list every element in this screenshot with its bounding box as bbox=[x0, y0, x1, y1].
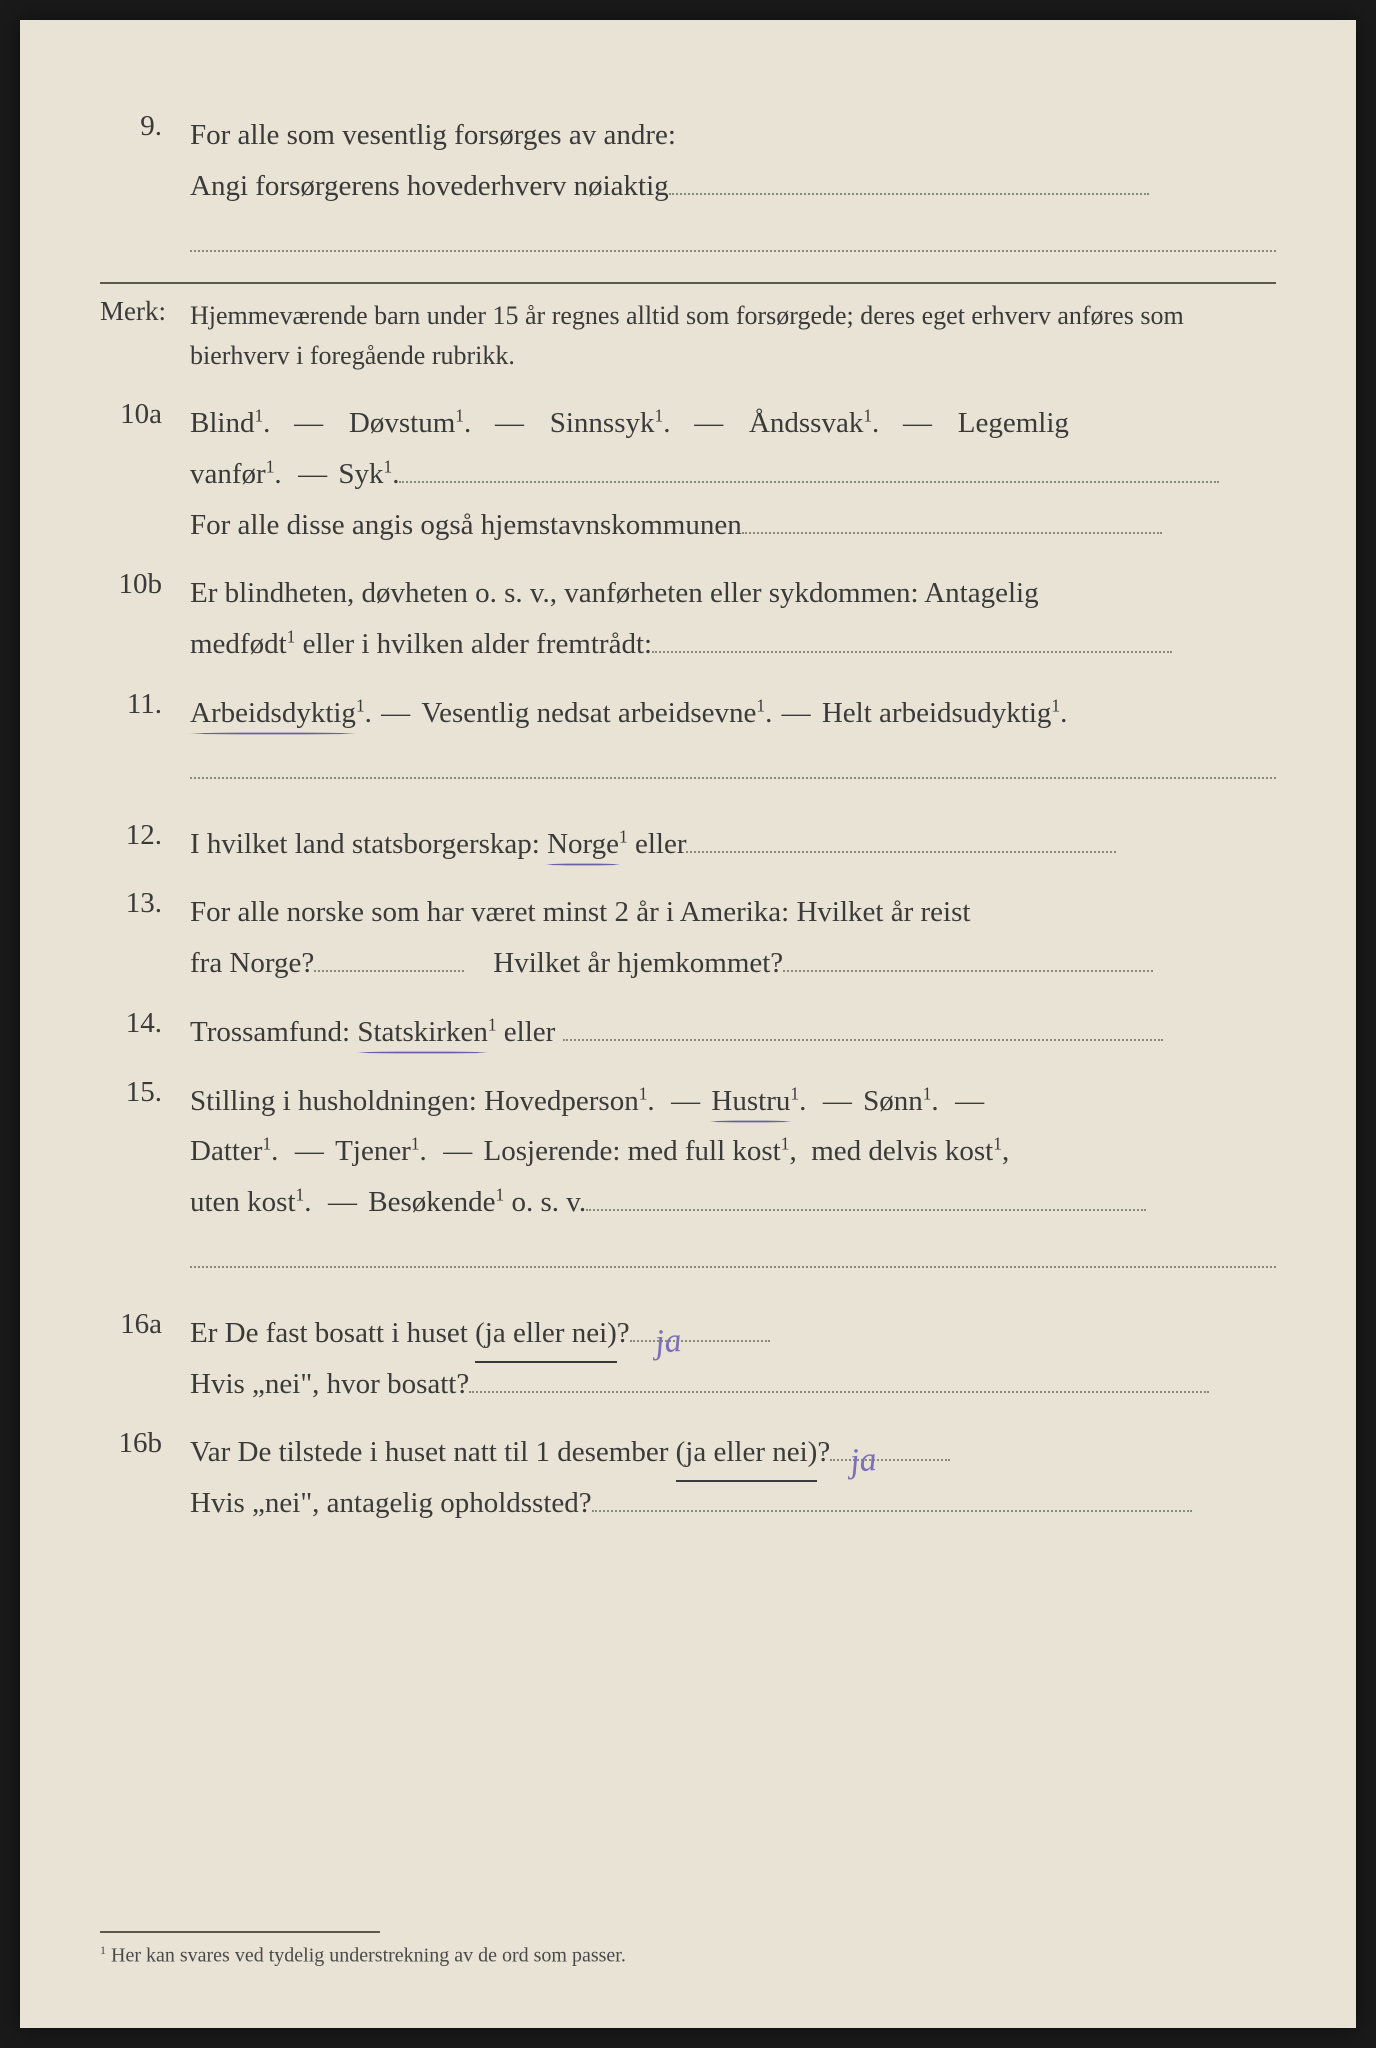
footnote-text: 1 Her kan svares ved tydelig understrekn… bbox=[100, 1943, 1276, 1968]
q15-sonn: Sønn bbox=[863, 1085, 923, 1117]
q15-blank-full bbox=[190, 1266, 1276, 1268]
q15-datter: Datter bbox=[190, 1135, 262, 1167]
q15-besok: Besøkende bbox=[368, 1186, 495, 1218]
q16b-blank2 bbox=[592, 1510, 1192, 1512]
q11-nedsat: Vesentlig nedsat arbeidsevne bbox=[421, 697, 756, 729]
rule-1 bbox=[100, 282, 1276, 284]
footnote-rule bbox=[100, 1931, 380, 1933]
q14-blank bbox=[563, 1039, 1163, 1041]
merk-note: Merk: Hjemmeværende barn under 15 år reg… bbox=[100, 296, 1276, 377]
q11-number: 11. bbox=[100, 688, 190, 779]
q11-blank bbox=[190, 777, 1276, 779]
question-16a: 16a Er De fast bosatt i huset (ja eller … bbox=[100, 1308, 1276, 1410]
q10a-blank2 bbox=[742, 532, 1162, 534]
q16b-number: 16b bbox=[100, 1427, 190, 1529]
q10b-line1: Er blindheten, døvheten o. s. v., vanfør… bbox=[190, 577, 1039, 609]
q16b-answer: ja bbox=[848, 1430, 880, 1492]
merk-text: Hjemmeværende barn under 15 år regnes al… bbox=[190, 296, 1276, 377]
q16b-line2: Hvis „nei", antagelig opholdssted? bbox=[190, 1487, 592, 1519]
q10a-syk: Syk bbox=[338, 458, 383, 490]
q15-uten: uten kost bbox=[190, 1186, 296, 1218]
q13-number: 13. bbox=[100, 887, 190, 989]
question-12: 12. I hvilket land statsborgerskap: Norg… bbox=[100, 819, 1276, 870]
q14-number: 14. bbox=[100, 1007, 190, 1058]
q13-franorge: fra Norge? bbox=[190, 947, 314, 979]
q9-number: 9. bbox=[100, 110, 190, 252]
q9-blank-full bbox=[190, 250, 1276, 252]
q9-line1: For alle som vesentlig forsørges av andr… bbox=[190, 119, 676, 151]
q12-text: I hvilket land statsborgerskap: bbox=[190, 828, 547, 860]
q16a-blank2 bbox=[469, 1391, 1209, 1393]
q10b-content: Er blindheten, døvheten o. s. v., vanfør… bbox=[190, 568, 1276, 670]
q9-line2: Angi forsørgerens hovederhverv nøiaktig bbox=[190, 170, 669, 202]
q15-tjener: Tjener bbox=[335, 1135, 411, 1167]
q13-content: For alle norske som har været minst 2 år… bbox=[190, 887, 1276, 989]
q16a-number: 16a bbox=[100, 1308, 190, 1410]
question-13: 13. For alle norske som har været minst … bbox=[100, 887, 1276, 989]
q10a-andssvak: Åndssvak bbox=[749, 407, 863, 439]
q16a-answer: ja bbox=[652, 1311, 684, 1373]
q10b-line2b: eller i hvilken alder fremtrådt: bbox=[295, 628, 652, 660]
merk-label: Merk: bbox=[100, 296, 190, 377]
q10a-blind: Blind bbox=[190, 407, 254, 439]
footnote: 1 Her kan svares ved tydelig understrekn… bbox=[100, 1931, 1276, 1968]
q16a-line2: Hvis „nei", hvor bosatt? bbox=[190, 1368, 469, 1400]
q10b-blank bbox=[652, 651, 1172, 653]
q10a-vanfor: vanfør bbox=[190, 458, 266, 490]
q10a-sinnssyk: Sinnssyk bbox=[550, 407, 655, 439]
q12-number: 12. bbox=[100, 819, 190, 870]
q12-eller: eller bbox=[628, 828, 687, 860]
question-14: 14. Trossamfund: Statskirken1 eller bbox=[100, 1007, 1276, 1058]
question-9: 9. For alle som vesentlig forsørges av a… bbox=[100, 110, 1276, 252]
q16b-q: Var De tilstede i huset natt til 1 desem… bbox=[190, 1436, 676, 1468]
q15-intro: Stilling i husholdningen: bbox=[190, 1085, 484, 1117]
q13-blank2 bbox=[783, 970, 1153, 972]
q14-text: Trossamfund: bbox=[190, 1016, 357, 1048]
q15-hovedperson: Hovedperson bbox=[484, 1085, 639, 1117]
q9-content: For alle som vesentlig forsørges av andr… bbox=[190, 110, 1276, 252]
document-page: 9. For alle som vesentlig forsørges av a… bbox=[20, 20, 1356, 2028]
q10a-dovstum: Døvstum bbox=[349, 407, 455, 439]
q14-content: Trossamfund: Statskirken1 eller bbox=[190, 1007, 1276, 1058]
q12-content: I hvilket land statsborgerskap: Norge1 e… bbox=[190, 819, 1276, 870]
q15-blank bbox=[586, 1209, 1146, 1211]
q16a-content: Er De fast bosatt i huset (ja eller nei)… bbox=[190, 1308, 1276, 1410]
q15-osv: o. s. v. bbox=[504, 1186, 586, 1218]
q12-blank bbox=[686, 851, 1116, 853]
q11-content: Arbeidsdyktig1. — Vesentlig nedsat arbei… bbox=[190, 688, 1276, 779]
question-10a: 10a Blind1. — Døvstum1. — Sinnssyk1. — Å… bbox=[100, 398, 1276, 550]
q11-udyktig: Helt arbeidsudyktig bbox=[822, 697, 1052, 729]
q13-blank1 bbox=[314, 970, 464, 972]
q10a-blank bbox=[399, 481, 1219, 483]
question-16b: 16b Var De tilstede i huset natt til 1 d… bbox=[100, 1427, 1276, 1529]
q16a-answer-blank: ja bbox=[630, 1340, 770, 1342]
q10a-legemlig: Legemlig bbox=[958, 407, 1069, 439]
q16b-answer-blank: ja bbox=[830, 1459, 950, 1461]
q15-number: 15. bbox=[100, 1076, 190, 1268]
q16a-paren: (ja eller nei) bbox=[475, 1308, 617, 1359]
q15-delvis: med delvis kost bbox=[811, 1135, 993, 1167]
q11-arbeidsdyktig-underlined: Arbeidsdyktig bbox=[190, 697, 356, 729]
q15-hustru-underlined: Hustru bbox=[711, 1085, 790, 1117]
q12-norge-underlined: Norge bbox=[547, 828, 619, 860]
question-10b: 10b Er blindheten, døvheten o. s. v., va… bbox=[100, 568, 1276, 670]
q15-content: Stilling i husholdningen: Hovedperson1. … bbox=[190, 1076, 1276, 1268]
q10a-content: Blind1. — Døvstum1. — Sinnssyk1. — Åndss… bbox=[190, 398, 1276, 550]
q13-hjemkommet: Hvilket år hjemkommet? bbox=[493, 947, 783, 979]
q14-eller: eller bbox=[497, 1016, 556, 1048]
footnote-content: Her kan svares ved tydelig understreknin… bbox=[106, 1945, 626, 1967]
q10b-medfodt: medfødt bbox=[190, 628, 287, 660]
q10a-number: 10a bbox=[100, 398, 190, 550]
question-11: 11. Arbeidsdyktig1. — Vesentlig nedsat a… bbox=[100, 688, 1276, 779]
q10a-line2: For alle disse angis også hjemstavnskomm… bbox=[190, 509, 742, 541]
question-15: 15. Stilling i husholdningen: Hovedperso… bbox=[100, 1076, 1276, 1268]
q16b-content: Var De tilstede i huset natt til 1 desem… bbox=[190, 1427, 1276, 1529]
q14-statskirken-underlined: Statskirken bbox=[357, 1016, 488, 1048]
q15-losj: Losjerende: med full kost bbox=[484, 1135, 781, 1167]
q16b-paren: (ja eller nei) bbox=[676, 1427, 818, 1478]
q9-blank bbox=[669, 193, 1149, 195]
q10b-number: 10b bbox=[100, 568, 190, 670]
q13-line1: For alle norske som har været minst 2 år… bbox=[190, 896, 970, 928]
q16a-q: Er De fast bosatt i huset bbox=[190, 1317, 475, 1349]
